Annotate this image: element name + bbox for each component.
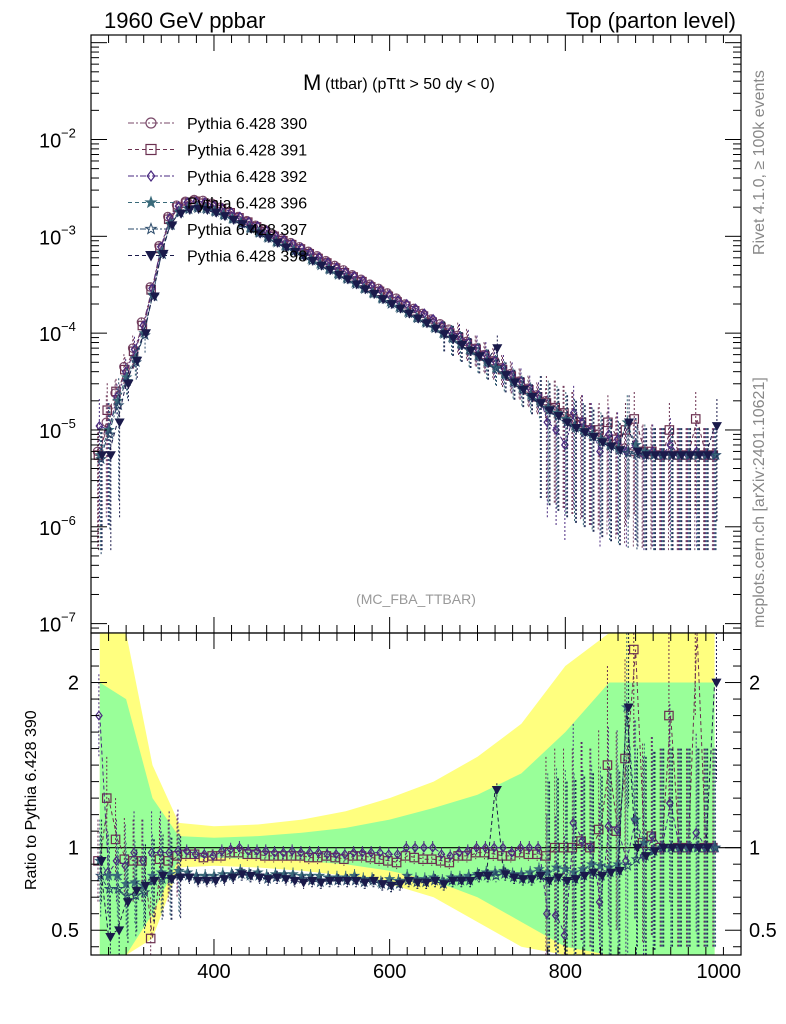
header-left-title: 1960 GeV ppbar [104,8,265,33]
ratio-y-tick-label-right: 0.5 [749,920,777,942]
x-tick-label: 1000 [697,961,742,983]
ratio-y-tick-label: 1 [68,838,79,860]
ratio-y-axis-label: Ratio to Pythia 6.428 390 [23,710,40,890]
legend-label: Pythia 6.428 398 [187,249,307,266]
header-right-title: Top (parton level) [566,8,736,33]
legend-label: Pythia 6.428 392 [187,169,307,186]
x-tick-label: 800 [549,961,582,983]
ratio-y-tick-label: 0.5 [51,920,79,942]
legend-label: Pythia 6.428 391 [187,143,307,160]
mcplots-side-label: mcplots.cern.ch [arXiv:2401.10621] [751,377,768,628]
legend-label: Pythia 6.428 396 [187,196,307,213]
y-tick-label-exponent: −2 [61,125,76,140]
y-tick-label: 10 [39,130,61,152]
ratio-y-tick-label-right: 2 [749,673,760,695]
plot-title-sub: (ttbar) (pTtt > 50 dy < 0) [325,76,495,93]
watermark: (MC_FBA_TTBAR) [356,591,476,607]
y-tick-label: 10 [39,518,61,540]
ratio-y-tick-label: 2 [68,673,79,695]
legend-label: Pythia 6.428 397 [187,222,307,239]
y-tick-label-exponent: −5 [61,416,76,431]
figure: 1960 GeV ppbar Top (parton level) Rivet … [0,0,786,1024]
rivet-side-label: Rivet 4.1.0, ≥ 100k events [751,70,768,255]
y-tick-label-exponent: −7 [61,610,76,625]
x-tick-label: 600 [373,961,406,983]
plot-title-main: M [303,70,321,95]
y-tick-label-exponent: −6 [61,513,76,528]
y-tick-label: 10 [39,421,61,443]
y-tick-label: 10 [39,324,61,346]
legend-label: Pythia 6.428 390 [187,116,307,133]
x-tick-label: 400 [197,961,230,983]
y-tick-label-exponent: −3 [61,222,76,237]
y-tick-label: 10 [39,615,61,637]
ratio-y-tick-label-right: 1 [749,838,760,860]
y-tick-label-exponent: −4 [61,319,76,334]
y-tick-label: 10 [39,227,61,249]
